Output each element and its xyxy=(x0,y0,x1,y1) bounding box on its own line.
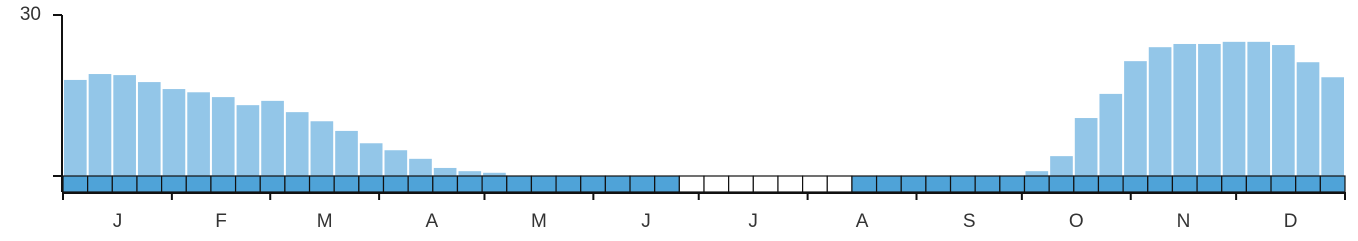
presence-cell xyxy=(974,175,1001,193)
presence-cell xyxy=(382,175,409,193)
presence-cell xyxy=(358,175,385,193)
presence-cell xyxy=(999,175,1026,193)
chart: 30 J F M A M J J A S O N D xyxy=(20,4,1346,232)
presence-cell xyxy=(580,175,606,193)
presence-cell xyxy=(949,175,976,193)
presence-cell xyxy=(629,175,656,193)
bar xyxy=(1173,43,1197,177)
presence-cell xyxy=(1048,175,1075,193)
presence-cell xyxy=(875,175,902,193)
bar xyxy=(310,121,334,176)
presence-cell xyxy=(851,175,878,193)
presence-cell xyxy=(1097,175,1124,193)
bar xyxy=(1222,41,1246,177)
presence-cell xyxy=(481,175,508,193)
bar xyxy=(236,105,260,176)
bar xyxy=(409,158,432,176)
bar xyxy=(433,167,457,176)
presence-cell xyxy=(456,175,483,193)
presence-cell xyxy=(1319,175,1346,193)
presence-cell xyxy=(777,175,804,193)
x-tick-label: J xyxy=(748,211,758,232)
bar xyxy=(1296,62,1320,176)
presence-cell xyxy=(1295,175,1321,193)
presence-cell xyxy=(678,175,705,193)
presence-cell xyxy=(432,175,459,193)
bar xyxy=(162,89,186,176)
presence-cell xyxy=(407,175,434,193)
presence-cell xyxy=(1023,175,1050,193)
x-tick-label: J xyxy=(113,211,123,232)
bar xyxy=(261,100,284,176)
presence-cell xyxy=(1147,175,1174,193)
presence-cell xyxy=(1245,175,1272,193)
presence-cell xyxy=(210,175,237,193)
presence-cell xyxy=(259,175,286,193)
presence-cell xyxy=(234,175,261,193)
presence-cell xyxy=(925,175,952,193)
x-tick-label: A xyxy=(856,211,869,232)
presence-cell xyxy=(604,175,631,193)
presence-cell xyxy=(87,175,113,193)
x-tick-label: F xyxy=(215,211,227,232)
presence-cell xyxy=(900,175,927,193)
presence-cell xyxy=(111,175,138,193)
presence-cell xyxy=(703,175,730,193)
bar xyxy=(1099,93,1123,176)
bar xyxy=(64,79,87,176)
bar xyxy=(458,171,482,176)
presence-cell xyxy=(333,175,360,193)
bar xyxy=(211,97,235,176)
presence-cell xyxy=(1171,175,1198,193)
bar xyxy=(1124,61,1147,176)
presence-cell xyxy=(284,175,311,193)
presence-cell xyxy=(752,175,779,193)
x-tick-label: O xyxy=(1069,211,1084,232)
presence-cell xyxy=(506,175,533,193)
presence-cell xyxy=(62,175,89,193)
bar xyxy=(335,130,358,176)
presence-cell xyxy=(1270,175,1297,193)
presence-cell xyxy=(728,175,754,193)
presence-cell xyxy=(185,175,212,193)
bar xyxy=(1272,45,1295,177)
presence-cell xyxy=(1073,175,1100,193)
bar xyxy=(1148,47,1172,177)
bar xyxy=(483,172,506,176)
x-tick-label: J xyxy=(641,211,651,232)
presence-cell xyxy=(802,175,828,193)
bar xyxy=(1321,77,1344,176)
presence-cell xyxy=(161,175,187,193)
x-tick-label: N xyxy=(1177,211,1191,232)
bar xyxy=(137,82,161,176)
x-tick-label: M xyxy=(317,211,333,232)
bar xyxy=(359,143,383,176)
presence-cell xyxy=(654,175,680,193)
x-tick-label: M xyxy=(531,211,547,232)
y-tick-label: 30 xyxy=(20,4,41,25)
bar xyxy=(1025,171,1049,176)
bar xyxy=(1198,43,1221,177)
x-tick-label: A xyxy=(425,211,438,232)
presence-cell xyxy=(1122,175,1149,193)
presence-cell xyxy=(136,175,163,193)
presence-cell xyxy=(826,175,853,193)
presence-cell xyxy=(555,175,582,193)
bar xyxy=(1050,156,1073,176)
presence-cell xyxy=(1221,175,1247,193)
bar xyxy=(187,92,210,176)
bar xyxy=(285,112,309,176)
bar xyxy=(384,150,408,176)
presence-cell xyxy=(1196,175,1223,193)
x-tick-label: D xyxy=(1284,211,1298,232)
bar xyxy=(1247,41,1271,177)
presence-cell xyxy=(530,175,557,193)
bar xyxy=(88,74,112,176)
bar xyxy=(113,75,136,176)
bar xyxy=(1074,118,1098,176)
x-tick-label: S xyxy=(963,211,976,232)
presence-cell xyxy=(308,175,335,193)
